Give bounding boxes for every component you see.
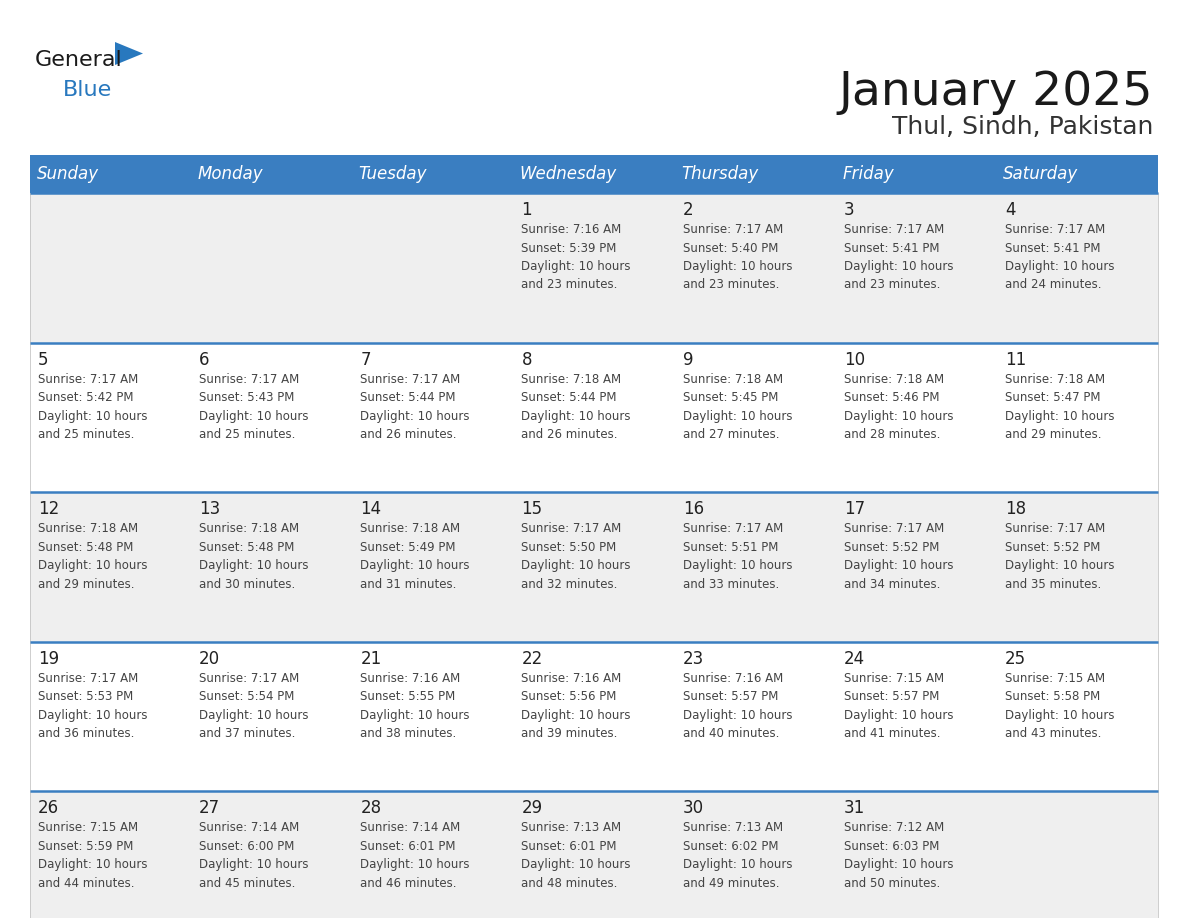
Bar bbox=[30, 642, 1158, 791]
Text: 18: 18 bbox=[1005, 500, 1026, 518]
Text: Sunrise: 7:17 AM
Sunset: 5:44 PM
Daylight: 10 hours
and 26 minutes.: Sunrise: 7:17 AM Sunset: 5:44 PM Dayligh… bbox=[360, 373, 469, 442]
Text: Sunrise: 7:16 AM
Sunset: 5:39 PM
Daylight: 10 hours
and 23 minutes.: Sunrise: 7:16 AM Sunset: 5:39 PM Dayligh… bbox=[522, 223, 631, 292]
Text: 13: 13 bbox=[200, 500, 221, 518]
Polygon shape bbox=[115, 42, 143, 65]
Text: Blue: Blue bbox=[63, 80, 112, 100]
Text: 19: 19 bbox=[38, 650, 59, 667]
Text: Sunrise: 7:15 AM
Sunset: 5:57 PM
Daylight: 10 hours
and 41 minutes.: Sunrise: 7:15 AM Sunset: 5:57 PM Dayligh… bbox=[843, 672, 953, 740]
Text: 2: 2 bbox=[683, 201, 694, 219]
Text: Sunrise: 7:17 AM
Sunset: 5:54 PM
Daylight: 10 hours
and 37 minutes.: Sunrise: 7:17 AM Sunset: 5:54 PM Dayligh… bbox=[200, 672, 309, 740]
Text: Sunrise: 7:16 AM
Sunset: 5:55 PM
Daylight: 10 hours
and 38 minutes.: Sunrise: 7:16 AM Sunset: 5:55 PM Dayligh… bbox=[360, 672, 469, 740]
Text: Sunrise: 7:18 AM
Sunset: 5:47 PM
Daylight: 10 hours
and 29 minutes.: Sunrise: 7:18 AM Sunset: 5:47 PM Dayligh… bbox=[1005, 373, 1114, 442]
Text: Saturday: Saturday bbox=[1004, 165, 1079, 183]
Text: Sunrise: 7:18 AM
Sunset: 5:49 PM
Daylight: 10 hours
and 31 minutes.: Sunrise: 7:18 AM Sunset: 5:49 PM Dayligh… bbox=[360, 522, 469, 590]
Text: Sunrise: 7:17 AM
Sunset: 5:41 PM
Daylight: 10 hours
and 24 minutes.: Sunrise: 7:17 AM Sunset: 5:41 PM Dayligh… bbox=[1005, 223, 1114, 292]
Text: 27: 27 bbox=[200, 800, 220, 817]
Text: 10: 10 bbox=[843, 351, 865, 369]
Text: 15: 15 bbox=[522, 500, 543, 518]
Text: Sunrise: 7:18 AM
Sunset: 5:45 PM
Daylight: 10 hours
and 27 minutes.: Sunrise: 7:18 AM Sunset: 5:45 PM Dayligh… bbox=[683, 373, 792, 442]
Text: 25: 25 bbox=[1005, 650, 1026, 667]
Text: 17: 17 bbox=[843, 500, 865, 518]
Text: Sunrise: 7:18 AM
Sunset: 5:48 PM
Daylight: 10 hours
and 30 minutes.: Sunrise: 7:18 AM Sunset: 5:48 PM Dayligh… bbox=[200, 522, 309, 590]
Text: 30: 30 bbox=[683, 800, 703, 817]
Text: 6: 6 bbox=[200, 351, 210, 369]
Text: Sunrise: 7:17 AM
Sunset: 5:51 PM
Daylight: 10 hours
and 33 minutes.: Sunrise: 7:17 AM Sunset: 5:51 PM Dayligh… bbox=[683, 522, 792, 590]
Text: 21: 21 bbox=[360, 650, 381, 667]
Text: Sunrise: 7:14 AM
Sunset: 6:00 PM
Daylight: 10 hours
and 45 minutes.: Sunrise: 7:14 AM Sunset: 6:00 PM Dayligh… bbox=[200, 822, 309, 890]
Text: 11: 11 bbox=[1005, 351, 1026, 369]
Text: Sunrise: 7:13 AM
Sunset: 6:02 PM
Daylight: 10 hours
and 49 minutes.: Sunrise: 7:13 AM Sunset: 6:02 PM Dayligh… bbox=[683, 822, 792, 890]
Text: Thul, Sindh, Pakistan: Thul, Sindh, Pakistan bbox=[892, 115, 1154, 139]
Text: Sunrise: 7:18 AM
Sunset: 5:48 PM
Daylight: 10 hours
and 29 minutes.: Sunrise: 7:18 AM Sunset: 5:48 PM Dayligh… bbox=[38, 522, 147, 590]
Text: 8: 8 bbox=[522, 351, 532, 369]
Text: Tuesday: Tuesday bbox=[359, 165, 428, 183]
Text: 24: 24 bbox=[843, 650, 865, 667]
Text: 3: 3 bbox=[843, 201, 854, 219]
Bar bbox=[30, 791, 1158, 918]
Text: Sunrise: 7:15 AM
Sunset: 5:58 PM
Daylight: 10 hours
and 43 minutes.: Sunrise: 7:15 AM Sunset: 5:58 PM Dayligh… bbox=[1005, 672, 1114, 740]
Text: Sunrise: 7:17 AM
Sunset: 5:43 PM
Daylight: 10 hours
and 25 minutes.: Sunrise: 7:17 AM Sunset: 5:43 PM Dayligh… bbox=[200, 373, 309, 442]
Text: Sunrise: 7:16 AM
Sunset: 5:57 PM
Daylight: 10 hours
and 40 minutes.: Sunrise: 7:16 AM Sunset: 5:57 PM Dayligh… bbox=[683, 672, 792, 740]
Text: 1: 1 bbox=[522, 201, 532, 219]
Text: General: General bbox=[34, 50, 122, 70]
Text: 16: 16 bbox=[683, 500, 703, 518]
Bar bbox=[30, 193, 1158, 342]
Text: 28: 28 bbox=[360, 800, 381, 817]
Bar bbox=[30, 492, 1158, 642]
Text: Sunrise: 7:12 AM
Sunset: 6:03 PM
Daylight: 10 hours
and 50 minutes.: Sunrise: 7:12 AM Sunset: 6:03 PM Dayligh… bbox=[843, 822, 953, 890]
Text: 14: 14 bbox=[360, 500, 381, 518]
Text: Sunrise: 7:17 AM
Sunset: 5:42 PM
Daylight: 10 hours
and 25 minutes.: Sunrise: 7:17 AM Sunset: 5:42 PM Dayligh… bbox=[38, 373, 147, 442]
Bar bbox=[30, 155, 1158, 193]
Text: Sunrise: 7:18 AM
Sunset: 5:44 PM
Daylight: 10 hours
and 26 minutes.: Sunrise: 7:18 AM Sunset: 5:44 PM Dayligh… bbox=[522, 373, 631, 442]
Text: 9: 9 bbox=[683, 351, 693, 369]
Text: Sunrise: 7:15 AM
Sunset: 5:59 PM
Daylight: 10 hours
and 44 minutes.: Sunrise: 7:15 AM Sunset: 5:59 PM Dayligh… bbox=[38, 822, 147, 890]
Text: Sunrise: 7:18 AM
Sunset: 5:46 PM
Daylight: 10 hours
and 28 minutes.: Sunrise: 7:18 AM Sunset: 5:46 PM Dayligh… bbox=[843, 373, 953, 442]
Text: 20: 20 bbox=[200, 650, 220, 667]
Text: Friday: Friday bbox=[842, 165, 893, 183]
Text: January 2025: January 2025 bbox=[839, 70, 1154, 115]
Text: Sunrise: 7:13 AM
Sunset: 6:01 PM
Daylight: 10 hours
and 48 minutes.: Sunrise: 7:13 AM Sunset: 6:01 PM Dayligh… bbox=[522, 822, 631, 890]
Text: 4: 4 bbox=[1005, 201, 1016, 219]
Text: 26: 26 bbox=[38, 800, 59, 817]
Text: 22: 22 bbox=[522, 650, 543, 667]
Text: Sunrise: 7:17 AM
Sunset: 5:52 PM
Daylight: 10 hours
and 34 minutes.: Sunrise: 7:17 AM Sunset: 5:52 PM Dayligh… bbox=[843, 522, 953, 590]
Text: Sunrise: 7:17 AM
Sunset: 5:50 PM
Daylight: 10 hours
and 32 minutes.: Sunrise: 7:17 AM Sunset: 5:50 PM Dayligh… bbox=[522, 522, 631, 590]
Text: 5: 5 bbox=[38, 351, 49, 369]
Text: Thursday: Thursday bbox=[681, 165, 758, 183]
Text: Sunrise: 7:14 AM
Sunset: 6:01 PM
Daylight: 10 hours
and 46 minutes.: Sunrise: 7:14 AM Sunset: 6:01 PM Dayligh… bbox=[360, 822, 469, 890]
Text: 29: 29 bbox=[522, 800, 543, 817]
Text: 7: 7 bbox=[360, 351, 371, 369]
Text: Sunrise: 7:17 AM
Sunset: 5:53 PM
Daylight: 10 hours
and 36 minutes.: Sunrise: 7:17 AM Sunset: 5:53 PM Dayligh… bbox=[38, 672, 147, 740]
Text: 23: 23 bbox=[683, 650, 703, 667]
Text: 31: 31 bbox=[843, 800, 865, 817]
Bar bbox=[30, 193, 1158, 918]
Text: Monday: Monday bbox=[197, 165, 264, 183]
Text: Sunrise: 7:17 AM
Sunset: 5:40 PM
Daylight: 10 hours
and 23 minutes.: Sunrise: 7:17 AM Sunset: 5:40 PM Dayligh… bbox=[683, 223, 792, 292]
Text: Sunrise: 7:16 AM
Sunset: 5:56 PM
Daylight: 10 hours
and 39 minutes.: Sunrise: 7:16 AM Sunset: 5:56 PM Dayligh… bbox=[522, 672, 631, 740]
Text: Sunrise: 7:17 AM
Sunset: 5:52 PM
Daylight: 10 hours
and 35 minutes.: Sunrise: 7:17 AM Sunset: 5:52 PM Dayligh… bbox=[1005, 522, 1114, 590]
Text: Sunrise: 7:17 AM
Sunset: 5:41 PM
Daylight: 10 hours
and 23 minutes.: Sunrise: 7:17 AM Sunset: 5:41 PM Dayligh… bbox=[843, 223, 953, 292]
Text: 12: 12 bbox=[38, 500, 59, 518]
Text: Sunday: Sunday bbox=[37, 165, 99, 183]
Bar bbox=[30, 342, 1158, 492]
Text: Wednesday: Wednesday bbox=[520, 165, 617, 183]
